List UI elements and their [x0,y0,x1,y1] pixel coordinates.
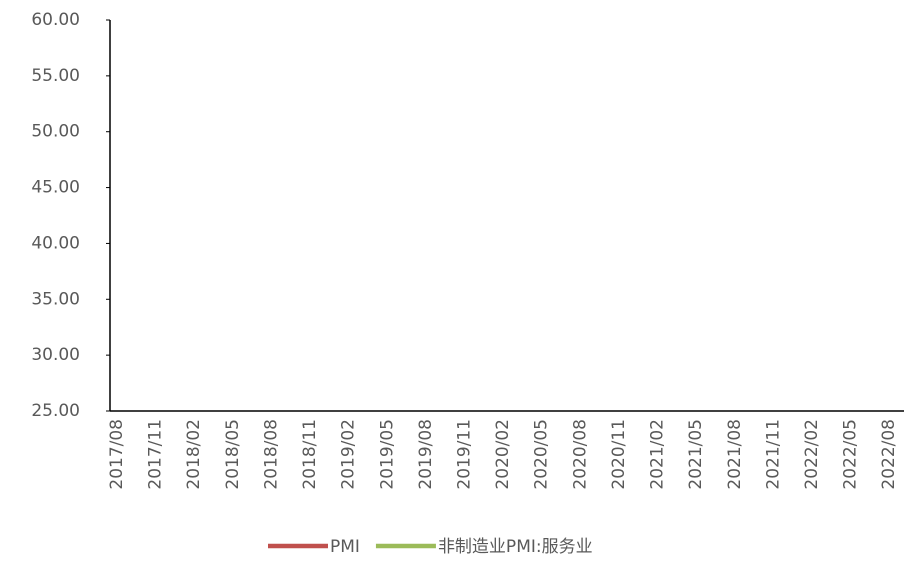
x-tick-label: 2019/08 [416,419,436,490]
x-tick-label: 2019/05 [377,419,397,490]
x-tick-label: 2018/08 [261,419,281,490]
x-tick-label: 2017/11 [146,419,166,490]
y-tick-label: 30.00 [31,345,80,365]
x-tick-label: 2022/05 [841,419,861,490]
x-tick-label: 2021/02 [648,419,668,490]
legend-label: PMI [330,537,360,557]
x-tick-label: 2022/02 [802,419,822,490]
x-tick-label: 2021/11 [763,419,783,490]
x-tick-label: 2020/02 [493,419,513,490]
y-tick-label: 40.00 [31,233,80,253]
y-tick-label: 25.00 [31,401,80,421]
x-tick-label: 2018/02 [184,419,204,490]
x-tick-label: 2018/05 [223,419,243,490]
y-tick-label: 45.00 [31,178,80,198]
x-tick-label: 2020/05 [532,419,552,490]
legend-label: 非制造业PMI:服务业 [438,537,593,557]
x-tick-label: 2022/08 [879,419,899,490]
x-tick-label: 2019/02 [339,419,359,490]
x-tick-label: 2020/08 [570,419,590,490]
x-tick-label: 2017/08 [107,419,127,490]
y-tick-label: 50.00 [31,122,80,142]
x-tick-label: 2021/08 [725,419,745,490]
x-tick-label: 2019/11 [454,419,474,490]
y-tick-label: 60.00 [31,10,80,30]
y-tick-label: 35.00 [31,289,80,309]
x-tick-label: 2018/11 [300,419,320,490]
x-tick-label: 2020/11 [609,419,629,490]
y-tick-label: 55.00 [31,66,80,86]
x-tick-label: 2021/05 [686,419,706,490]
